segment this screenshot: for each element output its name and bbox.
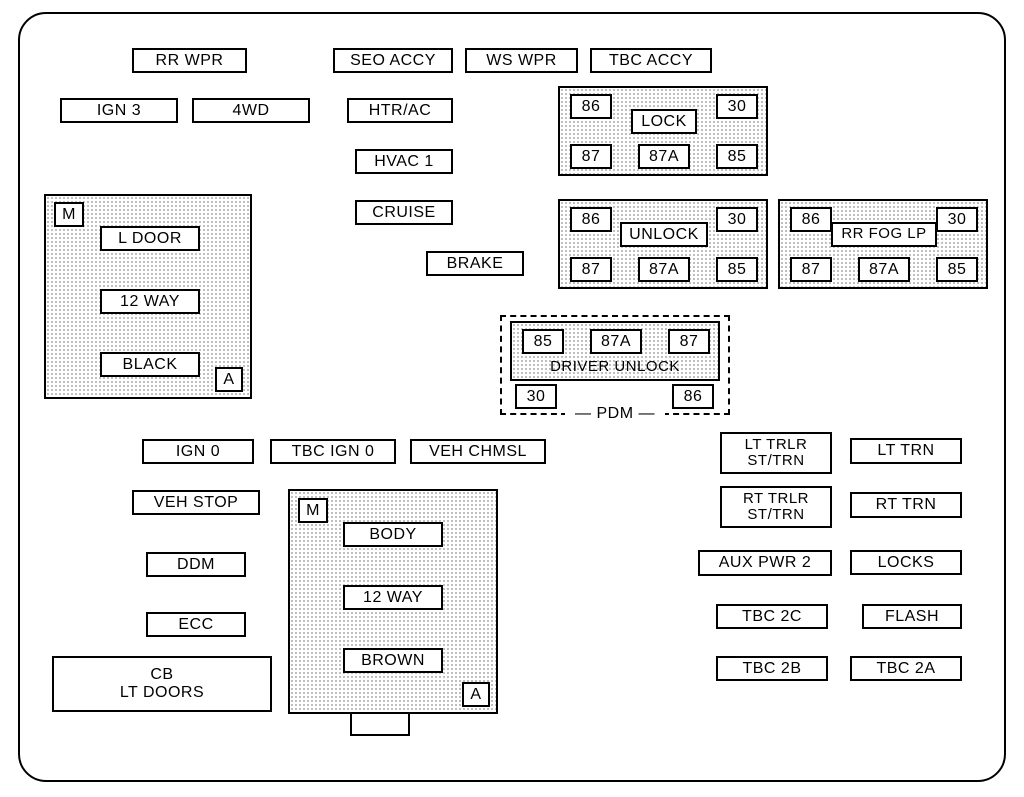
connector-l-door-12way: 12 WAY (100, 289, 200, 314)
fuse-flash: FLASH (862, 604, 962, 629)
relay-unlock-pin-87: 87 (570, 257, 612, 282)
fuse-tbc-2c: TBC 2C (716, 604, 828, 629)
fuse-panel-outline: RR WPR SEO ACCY WS WPR TBC ACCY IGN 3 4W… (18, 12, 1006, 782)
fuse-tbc-accy: TBC ACCY (590, 48, 712, 73)
connector-body-label: BODY (343, 522, 443, 547)
relay-lock-pin-85: 85 (716, 144, 758, 169)
fuse-ws-wpr: WS WPR (465, 48, 578, 73)
relay-rrfog-pin-87a: 87A (858, 257, 910, 282)
fuse-seo-accy: SEO ACCY (333, 48, 453, 73)
fuse-veh-stop: VEH STOP (132, 490, 260, 515)
relay-unlock-pin-87a: 87A (638, 257, 690, 282)
fuse-lt-trn: LT TRN (850, 438, 962, 464)
connector-l-door-m: M (54, 202, 84, 227)
fuse-aux-pwr-2: AUX PWR 2 (698, 550, 832, 576)
relay-unlock-pin-85: 85 (716, 257, 758, 282)
fuse-rt-trlr: RT TRLR ST/TRN (720, 486, 832, 528)
fuse-veh-chmsl: VEH CHMSL (410, 439, 546, 464)
connector-body-a: A (462, 682, 490, 707)
connector-l-door-a: A (215, 367, 243, 392)
relay-lock-pin-87a: 87A (638, 144, 690, 169)
relay-lock-label: LOCK (631, 109, 697, 134)
relay-lock-pin-87: 87 (570, 144, 612, 169)
fuse-4wd: 4WD (192, 98, 310, 123)
connector-body-tab (350, 714, 410, 736)
fuse-tbc-ign-0: TBC IGN 0 (270, 439, 396, 464)
fuse-rt-trn: RT TRN (850, 492, 962, 518)
fuse-hvac-1: HVAC 1 (355, 149, 453, 174)
connector-l-door-label: L DOOR (100, 226, 200, 251)
relay-unlock-pin-86: 86 (570, 207, 612, 232)
fuse-ign-0: IGN 0 (142, 439, 254, 464)
connector-body-12way: 12 WAY (343, 585, 443, 610)
relay-rrfog-pin-85: 85 (936, 257, 978, 282)
connector-body-m: M (298, 498, 328, 523)
relay-rrfog-pin-86: 86 (790, 207, 832, 232)
relay-unlock-pin-30: 30 (716, 207, 758, 232)
fuse-locks: LOCKS (850, 550, 962, 575)
relay-unlock-label: UNLOCK (620, 222, 708, 247)
relay-lock-pin-86: 86 (570, 94, 612, 119)
fuse-ddm: DDM (146, 552, 246, 577)
relay-rrfog-pin-87: 87 (790, 257, 832, 282)
fuse-cb-lt-doors: CB LT DOORS (52, 656, 272, 712)
relay-rrfog-label: RR FOG LP (831, 222, 937, 247)
fuse-lt-trlr: LT TRLR ST/TRN (720, 432, 832, 474)
fuse-cruise: CRUISE (355, 200, 453, 225)
relay-pdm-pin-86: 86 (672, 384, 714, 409)
fuse-rr-wpr: RR WPR (132, 48, 247, 73)
relay-lock-pin-30: 30 (716, 94, 758, 119)
fuse-htr-ac: HTR/AC (347, 98, 453, 123)
connector-body-brown: BROWN (343, 648, 443, 673)
connector-l-door-black: BLACK (100, 352, 200, 377)
fuse-brake: BRAKE (426, 251, 524, 276)
relay-pdm-pin-30: 30 (515, 384, 557, 409)
fuse-tbc-2a: TBC 2A (850, 656, 962, 681)
fuse-tbc-2b: TBC 2B (716, 656, 828, 681)
fuse-ecc: ECC (146, 612, 246, 637)
relay-pdm-label: — PDM — (565, 405, 665, 423)
relay-rrfog-pin-30: 30 (936, 207, 978, 232)
fuse-ign-3: IGN 3 (60, 98, 178, 123)
